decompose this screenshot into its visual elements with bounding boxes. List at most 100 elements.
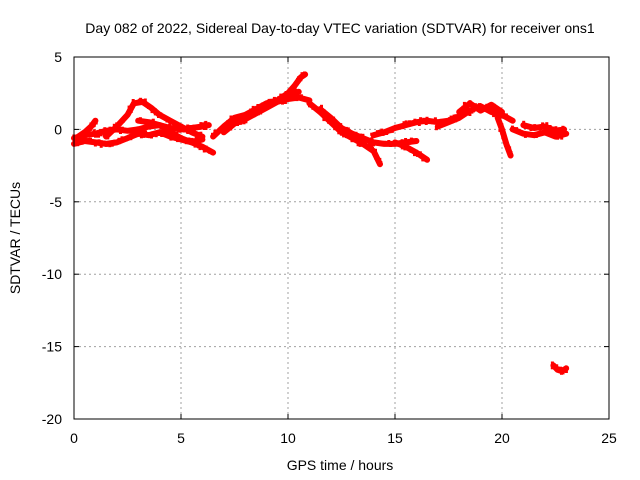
data-point: [498, 128, 502, 132]
data-point: [173, 135, 177, 139]
data-point: [408, 120, 411, 124]
data-point: [94, 134, 97, 138]
data-point: [194, 127, 198, 131]
data-point: [445, 122, 449, 126]
data-point: [497, 119, 501, 123]
data-point: [413, 118, 417, 122]
data-point: [117, 128, 121, 132]
chart-title: Day 082 of 2022, Sidereal Day-to-day VTE…: [85, 20, 595, 36]
data-point: [113, 126, 117, 130]
data-point: [390, 129, 394, 133]
data-point: [103, 127, 107, 131]
data-point: [78, 133, 82, 137]
data-point: [76, 143, 80, 147]
data-point: [500, 123, 504, 127]
data-point: [244, 120, 248, 124]
data-point: [360, 134, 364, 138]
data-point: [131, 99, 135, 102]
data-point: [99, 129, 103, 133]
data-point: [516, 128, 520, 132]
data-point: [88, 140, 92, 144]
series-arc-7: [220, 94, 313, 136]
data-point: [529, 126, 533, 130]
data-point: [552, 363, 556, 367]
data-point: [288, 95, 292, 99]
data-point: [92, 123, 96, 127]
data-point: [99, 133, 103, 137]
data-point: [425, 116, 429, 120]
data-point: [549, 131, 552, 135]
data-point: [204, 120, 208, 124]
data-point: [256, 112, 260, 116]
data-point: [497, 114, 501, 118]
data-point: [370, 132, 374, 136]
data-point: [147, 106, 150, 109]
data-point: [483, 106, 487, 110]
data-point: [321, 112, 325, 116]
data-point: [394, 124, 398, 128]
data-point: [81, 133, 85, 137]
data-point: [500, 115, 504, 119]
data-point: [160, 131, 164, 135]
data-point: [311, 106, 315, 110]
data-point: [143, 98, 147, 102]
data-point: [117, 137, 121, 141]
y-tick-labels: 5 0 -5 -10 -15 -20: [42, 49, 62, 427]
data-point: [446, 120, 449, 124]
data-point: [485, 103, 489, 107]
data-point: [148, 126, 151, 130]
data-point: [199, 122, 203, 126]
data-point: [533, 124, 537, 128]
data-point: [556, 368, 560, 372]
data-point: [164, 126, 168, 130]
data-point: [561, 371, 565, 375]
data-point: [339, 123, 343, 127]
data-point: [338, 126, 342, 130]
data-point: [129, 110, 133, 113]
data-point: [229, 127, 233, 131]
data-point: [555, 364, 559, 368]
data-point: [544, 132, 548, 136]
data-point: [164, 117, 168, 121]
data-point: [131, 134, 135, 138]
data-point: [552, 133, 556, 136]
data-point: [142, 125, 146, 129]
data-point: [80, 135, 83, 139]
data-point: [561, 133, 565, 137]
data-point: [379, 161, 383, 164]
data-point: [510, 125, 514, 129]
data-point: [179, 123, 183, 127]
data-point: [169, 119, 173, 123]
data-point: [556, 366, 560, 370]
data-point: [124, 138, 128, 142]
data-point: [293, 85, 297, 89]
data-point: [135, 101, 139, 105]
data-point: [268, 105, 272, 108]
data-point: [93, 143, 97, 147]
data-point: [479, 109, 483, 113]
data-point: [492, 114, 496, 118]
data-point: [249, 113, 253, 117]
x-tick-label: 0: [70, 430, 78, 446]
data-point: [286, 93, 290, 97]
data-point: [135, 119, 139, 123]
data-point: [225, 125, 229, 129]
data-point: [151, 121, 155, 125]
data-point: [468, 113, 472, 116]
data-point: [202, 149, 206, 153]
data-point: [236, 121, 240, 125]
data-point: [300, 72, 304, 76]
data-point: [122, 128, 126, 132]
data-point: [451, 120, 454, 124]
data-point: [247, 111, 251, 115]
data-point: [117, 125, 121, 129]
data-point: [559, 127, 563, 131]
x-axis-label: GPS time / hours: [287, 457, 394, 473]
y-tick-label: 5: [54, 49, 62, 65]
data-point: [197, 124, 201, 128]
data-point: [401, 126, 405, 130]
data-point: [104, 141, 108, 145]
data-point: [308, 104, 311, 108]
data-point: [322, 109, 326, 113]
data-point: [120, 126, 124, 130]
